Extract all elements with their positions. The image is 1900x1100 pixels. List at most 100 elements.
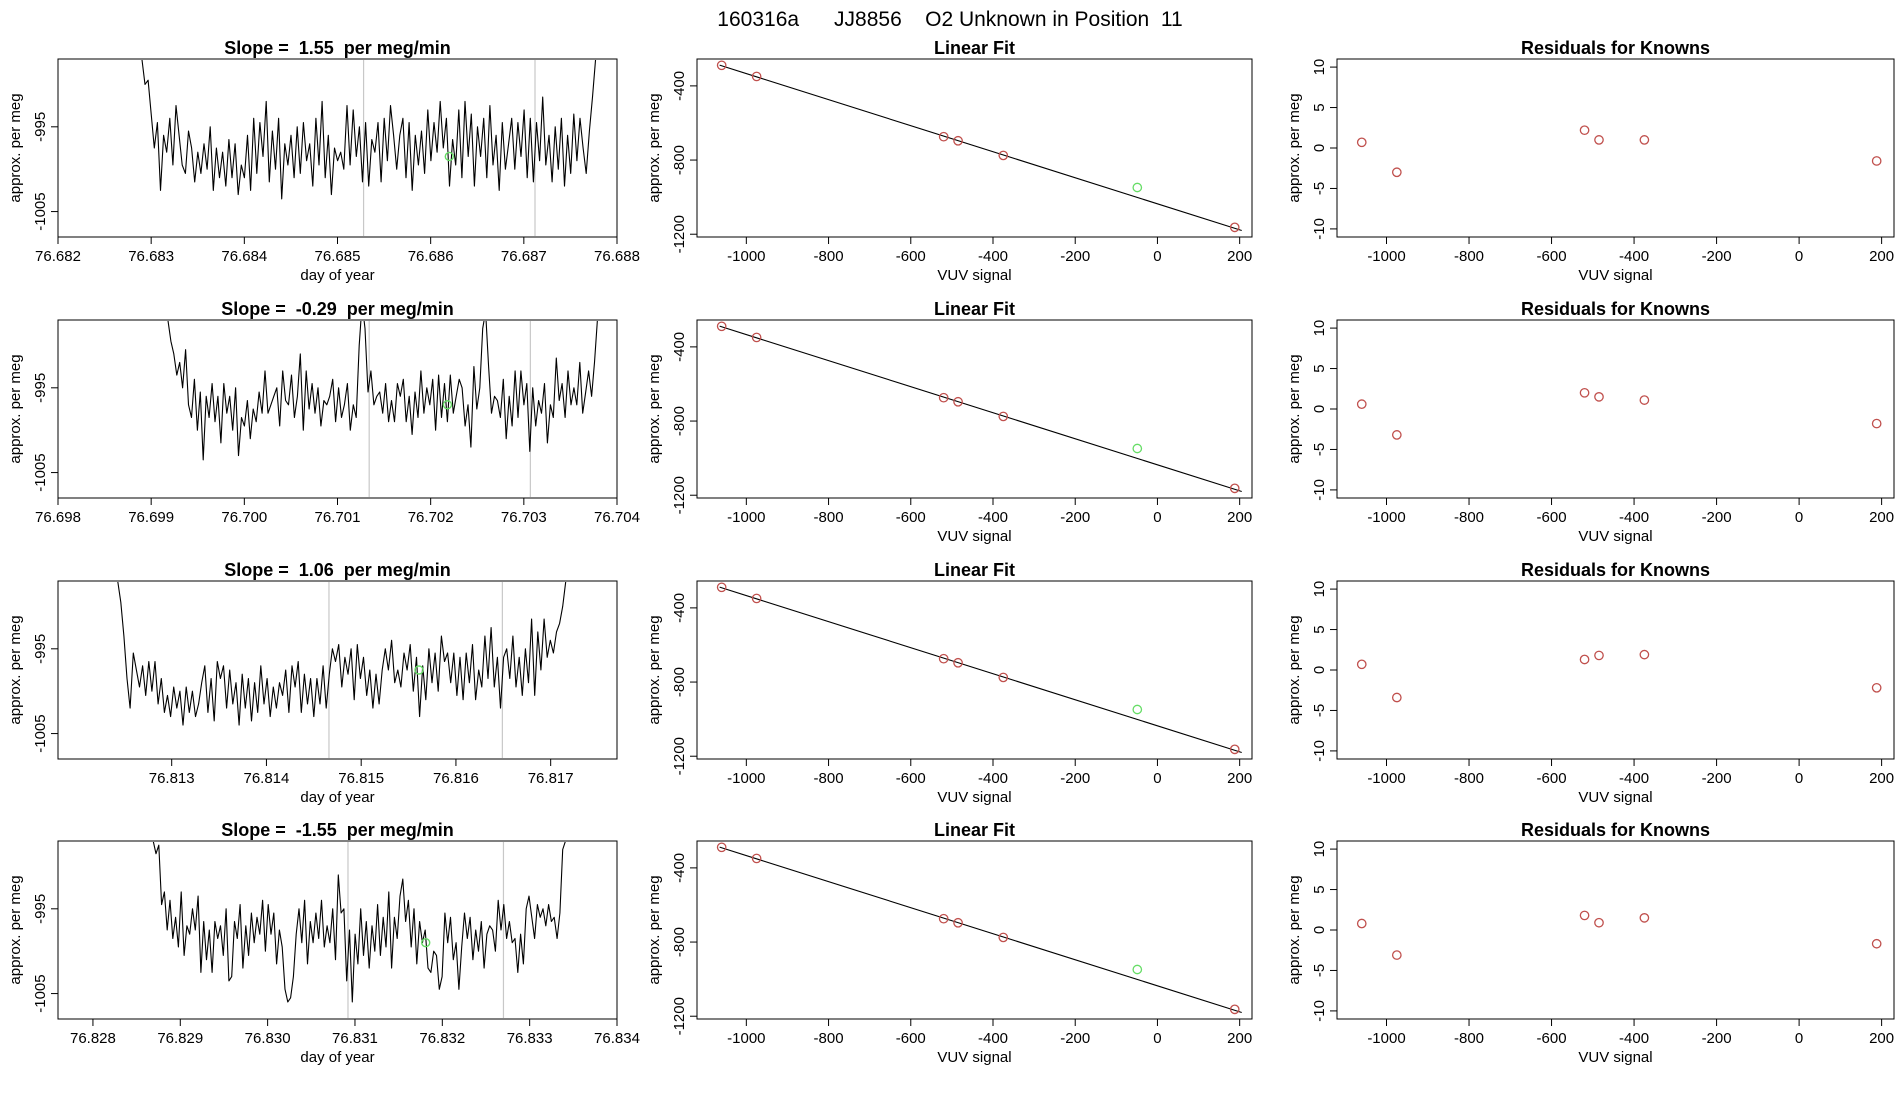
known-point [1871, 682, 1882, 693]
x-tick-label: 76.830 [245, 1030, 291, 1047]
known-point [1639, 135, 1650, 145]
x-tick-label: -1000 [1367, 248, 1405, 265]
x-axis-label: VUV signal [937, 528, 1011, 545]
known-point [751, 593, 762, 604]
x-tick-label: 200 [1869, 509, 1894, 526]
known-point [953, 135, 963, 146]
y-tick-label: -800 [671, 406, 688, 436]
known-point [1391, 950, 1402, 960]
x-tick-label: -200 [1702, 1030, 1732, 1047]
y-tick-label: -400 [671, 853, 688, 883]
chart-title: Residuals for Knowns [1521, 38, 1710, 58]
plot-area [1356, 125, 1882, 178]
y-tick-label: -995 [32, 112, 49, 142]
y-tick-label: -10 [1311, 218, 1328, 240]
x-tick-label: 200 [1869, 1030, 1894, 1047]
x-tick-label: 200 [1869, 248, 1894, 265]
chart-panel: Residuals for Knowns-1000 -800 -600 -400 -20… [1286, 299, 1895, 545]
x-tick-label: 76.701 [315, 509, 361, 526]
y-tick-label: 10 [1311, 841, 1328, 858]
known-point [1229, 483, 1240, 494]
x-tick-label: 76.683 [128, 248, 174, 265]
x-tick-label: -400 [1619, 1030, 1649, 1047]
chart-title: Linear Fit [934, 38, 1015, 58]
chart-title: Slope = -1.55 per meg/min [221, 820, 454, 840]
known-point [1391, 692, 1402, 703]
y-tick-label: 5 [1311, 103, 1328, 111]
chart-title: Linear Fit [934, 820, 1015, 840]
known-point [938, 131, 949, 142]
plot-area [716, 842, 1242, 1015]
known-point [953, 396, 963, 407]
chart-title: Residuals for Knowns [1521, 560, 1710, 580]
y-tick-label: -5 [1311, 443, 1328, 456]
x-tick-label: 76.682 [35, 248, 81, 265]
y-tick-label: 0 [1311, 666, 1328, 674]
fit-line [719, 586, 1242, 754]
x-tick-label: -600 [896, 1030, 926, 1047]
known-point [953, 657, 963, 668]
chart-title: Residuals for Knowns [1521, 820, 1710, 840]
x-tick-label: -200 [1060, 770, 1090, 787]
fit-line [719, 846, 1242, 1014]
y-axis-label: approx. per meg [646, 875, 663, 984]
x-tick-label: -600 [1537, 509, 1567, 526]
chart-panel: Slope = 1.06 per meg/min 76.813 76.814 76.8… [7, 560, 618, 806]
y-tick-label: -5 [1311, 182, 1328, 195]
plot-frame [696, 58, 1253, 238]
chart-panel: Linear Fit -1000 -800 -600 -400 -200 0 200 -1200… [646, 38, 1253, 284]
x-tick-label: -1000 [727, 509, 765, 526]
x-tick-label: -200 [1702, 248, 1732, 265]
y-axis-label: approx. per meg [7, 354, 24, 463]
x-tick-label: 76.828 [70, 1030, 116, 1047]
x-tick-label: -600 [1537, 248, 1567, 265]
x-tick-label: 0 [1153, 770, 1161, 787]
plot-frame [57, 58, 618, 238]
y-tick-label: -1200 [671, 215, 688, 253]
x-axis-label: VUV signal [1578, 267, 1652, 284]
x-tick-label: 76.817 [528, 770, 574, 787]
known-point [938, 653, 949, 664]
x-tick-label: -1000 [1367, 509, 1405, 526]
signal-trace [117, 582, 567, 726]
x-tick-label: 76.814 [243, 770, 289, 787]
x-tick-label: -800 [814, 248, 844, 265]
known-point [1594, 650, 1604, 661]
x-tick-label: 0 [1795, 248, 1803, 265]
chart-panel: Linear Fit -1000 -800 -600 -400 -200 0 200 -1200… [646, 299, 1253, 545]
y-axis-label: approx. per meg [1286, 615, 1303, 724]
x-tick-label: -400 [1619, 770, 1649, 787]
y-tick-label: 5 [1311, 885, 1328, 893]
x-tick-label: -600 [896, 248, 926, 265]
x-tick-label: -800 [1454, 509, 1484, 526]
known-point [751, 71, 762, 82]
x-tick-label: 76.829 [157, 1030, 203, 1047]
plot-frame [1336, 840, 1895, 1020]
y-tick-label: 0 [1311, 405, 1328, 413]
x-tick-label: 76.816 [433, 770, 479, 787]
y-tick-label: -10 [1311, 1000, 1328, 1022]
y-tick-label: -800 [671, 927, 688, 957]
x-tick-label: -600 [896, 509, 926, 526]
chart-panel: Residuals for Knowns-1000 -800 -600 -400 -20… [1286, 820, 1895, 1066]
known-point [938, 392, 949, 403]
known-point [1871, 156, 1882, 166]
known-point [1229, 744, 1240, 755]
plot-area [1356, 649, 1882, 703]
y-axis-label: approx. per meg [1286, 93, 1303, 202]
known-point [1579, 387, 1590, 398]
y-tick-label: -1005 [32, 714, 49, 752]
unknown-sample-point [442, 400, 453, 410]
plot-area [1356, 387, 1882, 440]
x-axis-label: VUV signal [937, 1049, 1011, 1066]
known-point [998, 411, 1009, 422]
x-tick-label: 76.815 [338, 770, 384, 787]
unknown-point [1132, 182, 1143, 193]
y-tick-label: -10 [1311, 479, 1328, 501]
chart-title: Slope = -0.29 per meg/min [221, 299, 454, 319]
x-tick-label: -800 [814, 509, 844, 526]
x-axis-label: day of year [300, 1049, 374, 1066]
x-tick-label: 0 [1795, 509, 1803, 526]
fit-line [719, 325, 1242, 493]
y-tick-label: 0 [1311, 144, 1328, 152]
